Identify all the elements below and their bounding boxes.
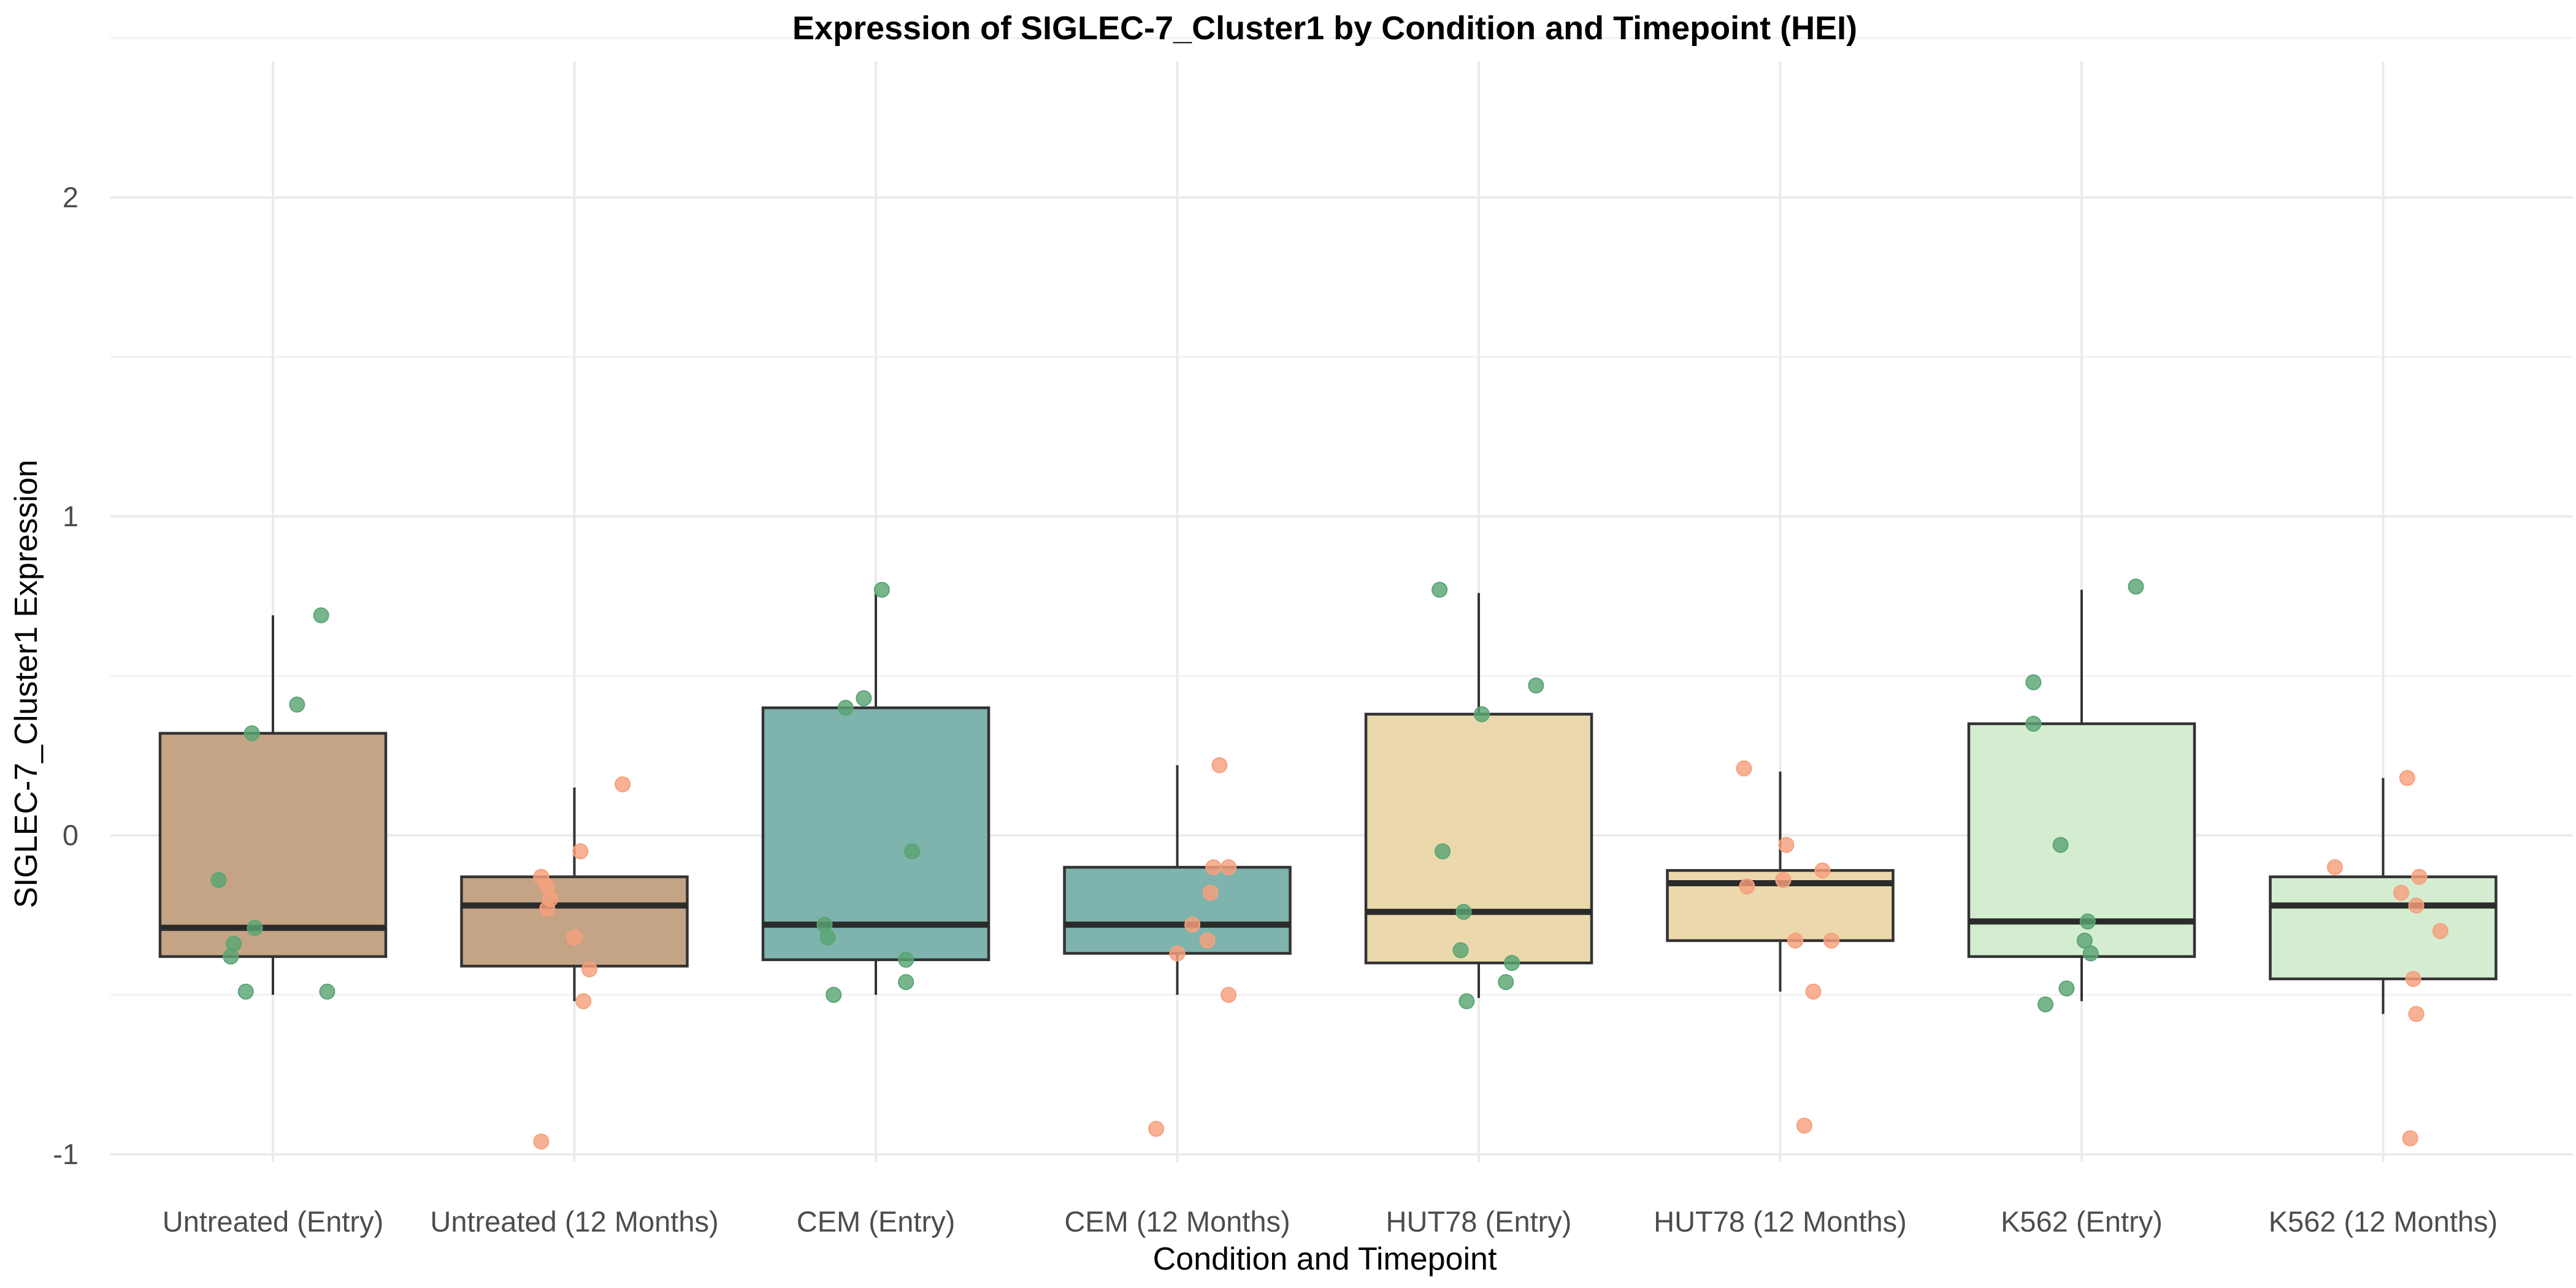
data-point (2058, 980, 2075, 997)
data-point (1205, 859, 1222, 875)
box-layer (158, 589, 2497, 1014)
data-point (1435, 843, 1451, 859)
data-point (819, 929, 836, 946)
data-point (873, 581, 890, 598)
data-point (2326, 859, 2343, 875)
data-point (533, 1133, 550, 1150)
data-point (1796, 1117, 1812, 1134)
box-body (2269, 875, 2497, 981)
data-point (1455, 903, 1472, 920)
data-point (1148, 1121, 1165, 1137)
data-point (1432, 581, 1448, 598)
x-axis-title: Condition and Timepoint (1153, 1241, 1497, 1277)
data-point (581, 961, 598, 978)
data-point (243, 725, 260, 742)
box-body (460, 875, 689, 968)
point-layer (210, 578, 2448, 1150)
data-point (2052, 837, 2069, 853)
data-point (1778, 837, 1795, 853)
data-point (2402, 1130, 2418, 1146)
data-point (2025, 674, 2042, 691)
data-point (903, 843, 920, 859)
data-point (1805, 983, 1822, 1000)
box-body (158, 732, 388, 958)
data-point (1736, 760, 1752, 776)
data-point (1473, 706, 1490, 723)
data-point (1169, 945, 1186, 962)
data-point (1202, 884, 1219, 901)
data-point (237, 983, 254, 1000)
data-point (2082, 945, 2099, 962)
data-point (2079, 913, 2096, 930)
data-point (1221, 987, 1237, 1003)
data-point (1452, 942, 1469, 959)
data-point (566, 929, 583, 946)
box-body (761, 706, 991, 962)
data-point (856, 690, 872, 707)
data-point (1498, 974, 1514, 991)
data-point (575, 993, 592, 1010)
data-point (1739, 878, 1755, 895)
data-point (572, 843, 589, 859)
data-point (1504, 955, 1520, 971)
data-point (2037, 996, 2054, 1013)
data-point (247, 919, 263, 936)
grid-layer (110, 37, 2573, 1162)
data-point (1775, 872, 1792, 888)
x-tick-label: CEM (Entry) (797, 1205, 956, 1238)
y-tick-label: 2 (63, 181, 79, 213)
chart-title: Expression of SIGLEC-7_Cluster1 by Condi… (792, 10, 1857, 47)
box-body (1063, 865, 1292, 955)
data-point (319, 983, 335, 1000)
data-point (1823, 932, 1840, 949)
x-tick-label: HUT78 (12 Months) (1654, 1205, 1907, 1238)
data-point (2411, 868, 2428, 885)
data-point (2405, 971, 2421, 987)
data-point (837, 700, 854, 716)
box-body (1364, 713, 1593, 965)
data-point (1221, 859, 1237, 875)
axis-layer: -1 0 1 2 Untreated (Entry) Untreated (12 Mont… (53, 181, 2497, 1238)
x-tick-label: K562 (Entry) (2001, 1205, 2163, 1238)
data-point (313, 607, 329, 624)
y-axis-title: SIGLEC-7_Cluster1 Expression (9, 459, 44, 908)
data-point (1199, 932, 1216, 949)
data-point (2025, 716, 2042, 732)
data-point (2393, 884, 2409, 901)
x-tick-label: Untreated (12 Months) (430, 1205, 718, 1238)
y-tick-label: -1 (53, 1138, 79, 1170)
data-point (2432, 923, 2448, 939)
data-point (1814, 862, 1831, 879)
data-point (223, 948, 239, 965)
data-point (1459, 993, 1475, 1010)
data-point (615, 776, 631, 792)
y-tick-label: 0 (63, 819, 79, 851)
data-point (2408, 897, 2425, 914)
x-tick-label: K562 (12 Months) (2269, 1205, 2498, 1238)
data-point (2408, 1006, 2425, 1022)
data-point (1787, 932, 1804, 949)
y-tick-label: 1 (63, 500, 79, 532)
data-point (1211, 757, 1228, 773)
data-point (1184, 916, 1201, 933)
data-point (898, 974, 914, 991)
data-point (2128, 578, 2144, 595)
data-point (210, 872, 227, 888)
data-point (2076, 932, 2093, 949)
x-tick-label: CEM (12 Months) (1064, 1205, 1290, 1238)
data-point (826, 987, 842, 1003)
x-tick-label: Untreated (Entry) (163, 1205, 383, 1238)
data-point (539, 900, 556, 917)
x-tick-label: HUT78 (Entry) (1386, 1205, 1572, 1238)
data-point (898, 951, 914, 968)
data-point (1528, 677, 1544, 694)
data-point (289, 696, 305, 713)
data-point (2399, 770, 2415, 786)
